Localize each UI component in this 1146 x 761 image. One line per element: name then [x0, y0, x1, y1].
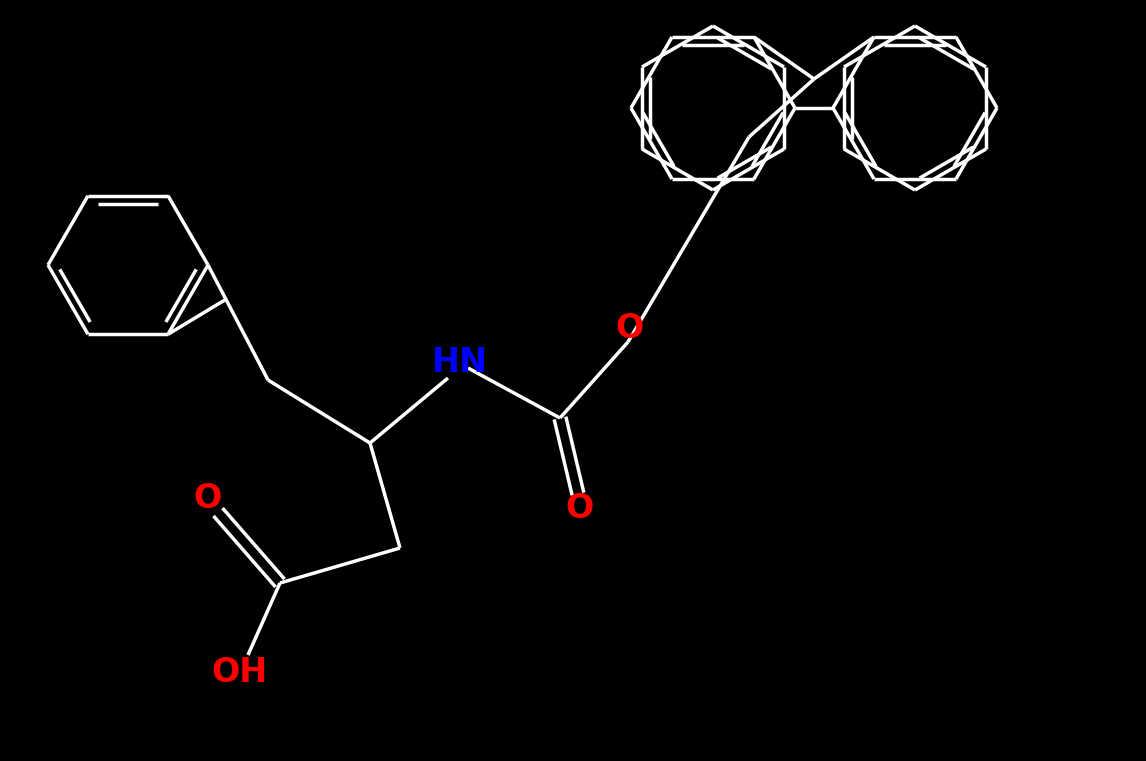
Text: O: O	[615, 311, 644, 345]
Text: OH: OH	[212, 657, 268, 689]
Text: HN: HN	[432, 346, 488, 380]
Text: O: O	[194, 482, 222, 514]
Text: O: O	[566, 492, 594, 524]
